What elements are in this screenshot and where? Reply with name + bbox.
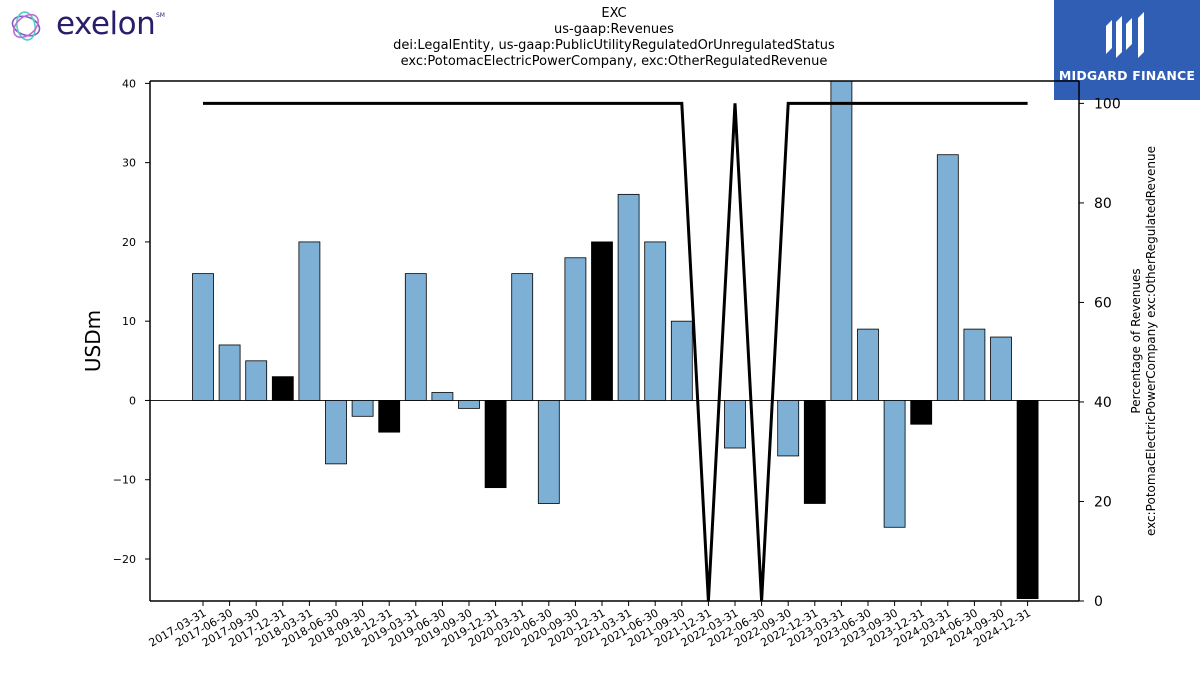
bar-2018-06-30 <box>325 400 347 465</box>
percentage-line <box>203 101 1028 602</box>
bar-2019-09-30 <box>458 400 480 409</box>
title-line-1: EXC <box>601 6 627 21</box>
exelon-wordmark: exelon <box>56 6 156 42</box>
bar-2020-09-30 <box>564 257 587 401</box>
bar-2020-12-31 <box>591 241 613 401</box>
y-tick-label: 30 <box>122 157 136 170</box>
bar-2017-03-31 <box>192 273 214 401</box>
y-tick-label: −20 <box>113 553 136 566</box>
bar-2024-12-31 <box>1016 400 1039 600</box>
bar-2022-09-30 <box>777 400 800 457</box>
bar-2021-03-31 <box>617 193 640 401</box>
y2-axis-label-line-1: Percentage of Revenues <box>1129 268 1143 413</box>
bar-2019-12-31 <box>484 400 507 489</box>
y-axis-label: USDm <box>81 310 105 372</box>
service-mark: SM <box>156 12 165 19</box>
bar-2024-06-30 <box>963 328 986 401</box>
exelon-logo: exelon SM <box>4 4 174 48</box>
bar-2021-09-30 <box>670 320 693 401</box>
bar-2022-12-31 <box>803 400 826 504</box>
y-tick-label: 0 <box>129 394 136 407</box>
midgard-emblem-icon <box>1106 12 1144 58</box>
y-tick-label: 40 <box>122 77 136 90</box>
y2-axis-label-line-2: exc:PotomacElectricPowerCompany exc:Othe… <box>1144 146 1158 536</box>
bar-2020-06-30 <box>537 400 560 504</box>
y2-tick-label: 60 <box>1094 295 1112 311</box>
bar-2018-09-30 <box>351 400 374 417</box>
title-line-2: us-gaap:Revenues <box>554 22 674 37</box>
bar-2020-03-31 <box>511 273 534 401</box>
bar-2023-03-31 <box>830 80 853 401</box>
bar-2017-09-30 <box>245 360 268 401</box>
exelon-flower-icon <box>11 11 41 41</box>
bar-2018-03-31 <box>298 241 321 401</box>
bars-layer <box>150 80 1079 600</box>
y-tick-label: 10 <box>122 315 136 328</box>
bar-2019-03-31 <box>404 273 427 401</box>
midgard-brand-text: MIDGARD FINANCE <box>1058 68 1196 83</box>
y2-tick-label: 100 <box>1094 96 1121 112</box>
y2-tick-label: 0 <box>1094 594 1103 610</box>
y2-tick-label: 40 <box>1094 395 1112 411</box>
y2-tick-label: 20 <box>1094 494 1112 510</box>
title-line-4: exc:PotomacElectricPowerCompany, exc:Oth… <box>400 54 828 69</box>
bar-2021-06-30 <box>644 241 667 401</box>
line-layer <box>203 101 1028 602</box>
bar-2022-03-31 <box>724 400 746 449</box>
bar-2023-12-31 <box>910 400 933 425</box>
chart-title: EXC us-gaap:Revenues dei:LegalEntity, us… <box>314 6 914 70</box>
bar-2017-06-30 <box>218 344 241 401</box>
bar-2017-12-31 <box>271 376 294 401</box>
bar-2024-09-30 <box>990 336 1012 401</box>
bar-2018-12-31 <box>378 400 401 433</box>
bar-2023-09-30 <box>883 400 906 528</box>
bar-2023-06-30 <box>857 328 879 401</box>
title-line-3: dei:LegalEntity, us-gaap:PublicUtilityRe… <box>393 38 835 53</box>
y2-tick-label: 80 <box>1094 196 1112 212</box>
y-tick-label: −10 <box>113 474 136 487</box>
bar-2024-03-31 <box>936 154 959 401</box>
y-tick-label: 20 <box>122 236 136 249</box>
bar-2019-06-30 <box>431 392 454 401</box>
